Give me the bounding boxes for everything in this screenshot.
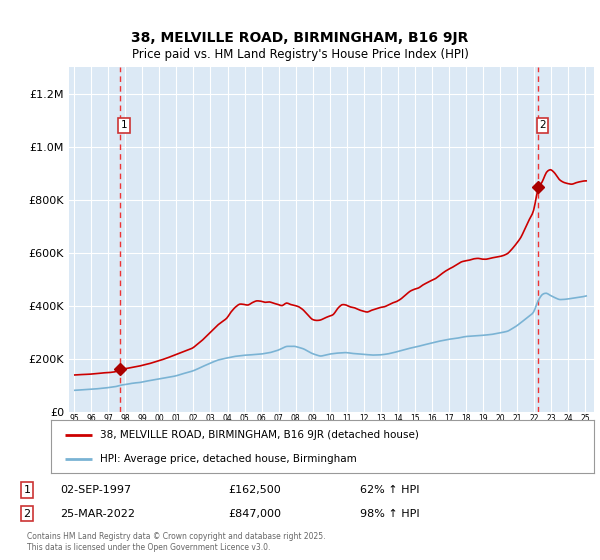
Text: 2: 2 (539, 120, 546, 130)
Text: 1: 1 (23, 485, 31, 495)
Text: 62% ↑ HPI: 62% ↑ HPI (360, 485, 419, 495)
Text: 02-SEP-1997: 02-SEP-1997 (60, 485, 131, 495)
Text: 38, MELVILLE ROAD, BIRMINGHAM, B16 9JR: 38, MELVILLE ROAD, BIRMINGHAM, B16 9JR (131, 31, 469, 45)
Text: 2: 2 (23, 508, 31, 519)
Text: Contains HM Land Registry data © Crown copyright and database right 2025.
This d: Contains HM Land Registry data © Crown c… (27, 532, 325, 552)
Text: 1: 1 (121, 120, 127, 130)
Text: Price paid vs. HM Land Registry's House Price Index (HPI): Price paid vs. HM Land Registry's House … (131, 48, 469, 60)
Text: 38, MELVILLE ROAD, BIRMINGHAM, B16 9JR (detached house): 38, MELVILLE ROAD, BIRMINGHAM, B16 9JR (… (100, 430, 419, 440)
Text: HPI: Average price, detached house, Birmingham: HPI: Average price, detached house, Birm… (100, 454, 356, 464)
Text: 25-MAR-2022: 25-MAR-2022 (60, 508, 135, 519)
Text: 98% ↑ HPI: 98% ↑ HPI (360, 508, 419, 519)
Text: £847,000: £847,000 (228, 508, 281, 519)
Text: £162,500: £162,500 (228, 485, 281, 495)
